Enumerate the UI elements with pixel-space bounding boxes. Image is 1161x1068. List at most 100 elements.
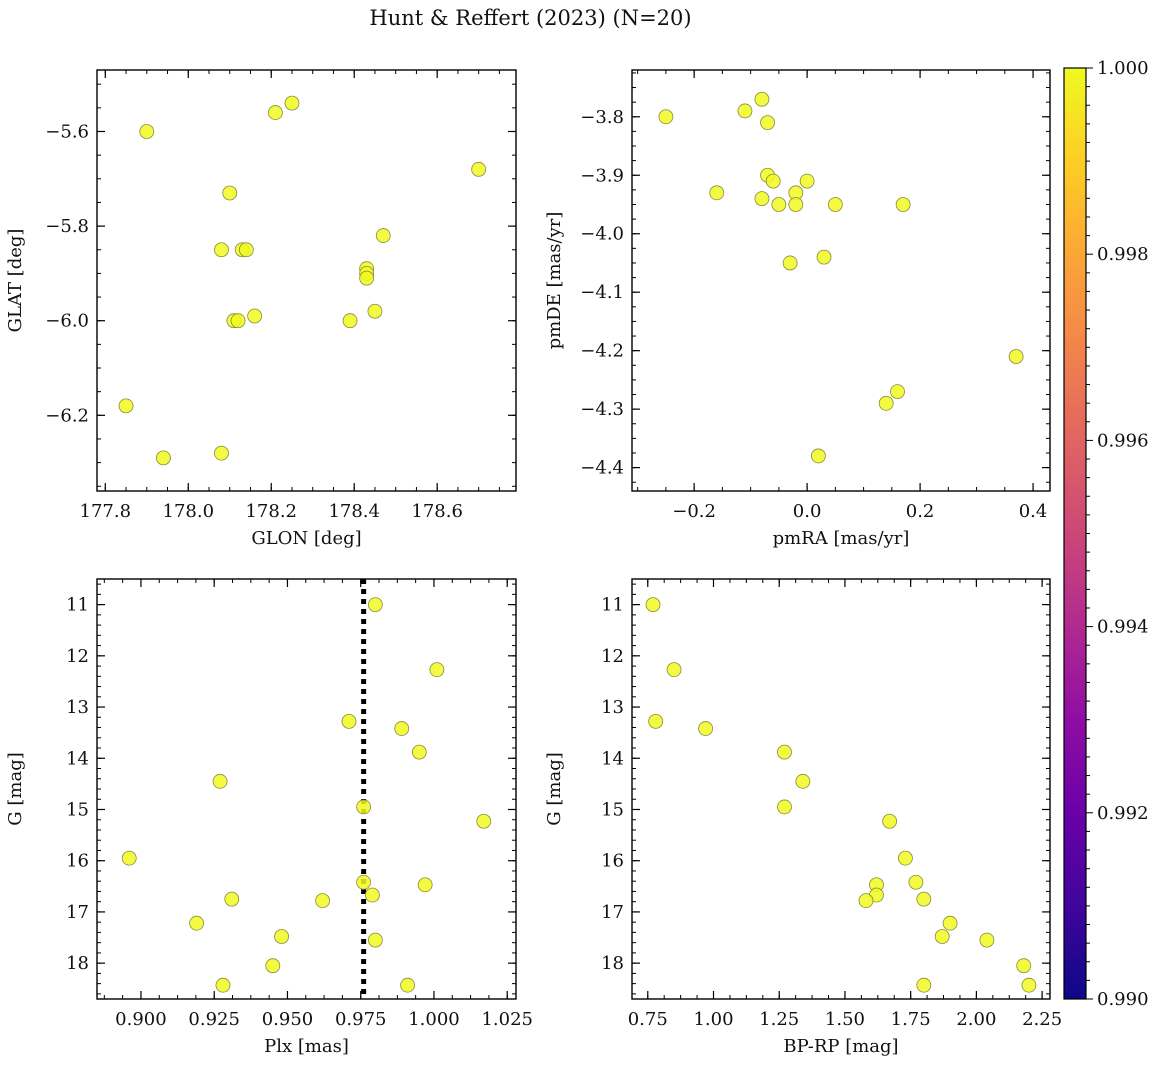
x-tick-label: 2.00 bbox=[956, 1009, 996, 1030]
y-tick-label: −4.0 bbox=[580, 224, 624, 245]
colorbar-tick-label: 0.998 bbox=[1097, 244, 1149, 265]
scatter-point bbox=[222, 185, 238, 201]
x-tick-label: 1.50 bbox=[825, 1009, 865, 1030]
scatter-point bbox=[1008, 349, 1024, 364]
y-tick-label: −4.1 bbox=[580, 282, 624, 303]
scatter-point bbox=[476, 813, 492, 829]
scatter-point bbox=[274, 929, 289, 944]
y-tick-label: −4.2 bbox=[580, 341, 624, 362]
scatter-point bbox=[709, 185, 725, 201]
scatter-point bbox=[367, 303, 383, 319]
y-tick-label: 16 bbox=[601, 851, 624, 872]
x-tick-label: −0.2 bbox=[672, 501, 716, 522]
scatter-point bbox=[400, 977, 415, 993]
colorbar: 0.990 0.992 0.994 0.996 0.998 1.000 bbox=[1063, 58, 1149, 1010]
x-tick-label: 0.925 bbox=[188, 1009, 240, 1030]
axes-frame bbox=[96, 69, 517, 492]
y-tick-label: 15 bbox=[66, 799, 89, 820]
x-tick-label: 0.900 bbox=[115, 1009, 167, 1030]
scatter-point bbox=[795, 773, 811, 789]
x-tick-label: 177.8 bbox=[80, 501, 132, 522]
scatter-point bbox=[648, 713, 664, 729]
scatter-point bbox=[214, 445, 229, 461]
scatter-point bbox=[942, 915, 958, 931]
y-tick-label: −6.2 bbox=[45, 405, 89, 426]
x-tick-label: 1.00 bbox=[693, 1009, 733, 1030]
y-axis-label: pmDE [mas/yr] bbox=[544, 212, 565, 350]
x-tick-label: 0.4 bbox=[1019, 501, 1048, 522]
x-tick-label: 0.2 bbox=[906, 501, 935, 522]
y-tick-label: −5.8 bbox=[45, 216, 89, 237]
y-tick-label: −6.0 bbox=[45, 311, 89, 332]
y-tick-label: −5.6 bbox=[45, 121, 89, 142]
y-tick-label: 11 bbox=[66, 595, 89, 616]
x-tick-label: 2.25 bbox=[1022, 1009, 1062, 1030]
scatter-point bbox=[367, 932, 383, 948]
axes-frame bbox=[631, 69, 1051, 492]
x-axis-label: pmRA [mas/yr] bbox=[773, 528, 910, 549]
x-axis-label: BP-RP [mag] bbox=[783, 1036, 898, 1057]
scatter-point bbox=[341, 713, 357, 729]
scatter-point bbox=[777, 799, 792, 815]
scatter-point bbox=[916, 891, 932, 907]
x-tick-label: 0.75 bbox=[628, 1009, 668, 1030]
colorbar-tick-label: 0.994 bbox=[1097, 617, 1149, 638]
scatter-point bbox=[811, 448, 826, 464]
scatter-point bbox=[816, 249, 832, 265]
scatter-point bbox=[247, 308, 263, 324]
x-tick-label: 0.975 bbox=[335, 1009, 387, 1030]
scatter-point bbox=[139, 124, 155, 139]
scatter-point bbox=[417, 877, 433, 893]
scatter-point bbox=[771, 197, 787, 212]
axes-frame bbox=[96, 578, 517, 1000]
y-tick-label: 13 bbox=[601, 697, 624, 718]
scatter-point bbox=[890, 384, 905, 399]
scatter-point bbox=[118, 398, 134, 414]
scatter-point bbox=[666, 662, 682, 678]
scatter-point bbox=[155, 450, 171, 466]
y-tick-label: 17 bbox=[66, 902, 89, 923]
x-tick-label: 1.025 bbox=[481, 1009, 533, 1030]
scatter-point bbox=[908, 874, 924, 890]
scatter-point bbox=[342, 313, 358, 329]
scatter-point bbox=[658, 109, 674, 125]
scatter-point bbox=[788, 197, 804, 212]
scatter-point bbox=[265, 958, 281, 974]
scatter-point bbox=[645, 597, 661, 613]
scatter-point bbox=[230, 313, 246, 329]
x-axis-label: GLON [deg] bbox=[251, 528, 361, 549]
colorbar-gradient bbox=[1063, 67, 1087, 1000]
x-tick-label: 1.75 bbox=[891, 1009, 931, 1030]
scatter-panel-4: 0.75 1.00 1.25 1.50 1.75 2.00 2.25 11 12 13 14 15 16… bbox=[544, 578, 1062, 1057]
y-axis-label: G [mag] bbox=[5, 752, 26, 825]
scatter-point bbox=[121, 850, 137, 866]
x-tick-label: 178.0 bbox=[163, 501, 215, 522]
scatter-point bbox=[212, 773, 228, 789]
scatter-panel-2: −0.2 0.0 0.2 0.4 −3.8 −3.9 −4.0 −4.1 −4.2 −4.3 −4.… bbox=[544, 69, 1051, 549]
y-tick-label: 13 bbox=[66, 697, 89, 718]
y-tick-label: −4.3 bbox=[580, 399, 624, 420]
scatter-point bbox=[1016, 958, 1032, 974]
scatter-point bbox=[882, 813, 898, 829]
y-tick-label: 15 bbox=[601, 799, 624, 820]
scatter-panel-1: 177.8 178.0 178.2 178.4 178.6 −5.6 −5.8 −6.0 −6.… bbox=[5, 69, 517, 549]
scatter-point bbox=[315, 893, 331, 909]
scatter-point bbox=[754, 91, 770, 107]
scatter-point bbox=[367, 597, 383, 613]
scatter-point bbox=[284, 95, 300, 111]
scatter-point bbox=[1021, 977, 1037, 993]
scatter-point bbox=[979, 932, 995, 948]
scatter-point bbox=[356, 799, 372, 815]
scatter-point bbox=[359, 270, 375, 286]
scatter-point bbox=[267, 105, 283, 120]
y-tick-label: 16 bbox=[66, 851, 89, 872]
x-tick-label: 1.000 bbox=[408, 1009, 460, 1030]
colorbar-tick-label: 0.992 bbox=[1097, 803, 1149, 824]
y-tick-label: 11 bbox=[601, 595, 624, 616]
colorbar-tick-label: 0.996 bbox=[1097, 430, 1149, 451]
scatter-point bbox=[698, 721, 714, 736]
figure-title: Hunt & Reffert (2023) (N=20) bbox=[369, 6, 692, 30]
scatter-point bbox=[224, 891, 240, 907]
scatter-point bbox=[394, 721, 410, 736]
y-tick-label: 12 bbox=[66, 646, 89, 667]
